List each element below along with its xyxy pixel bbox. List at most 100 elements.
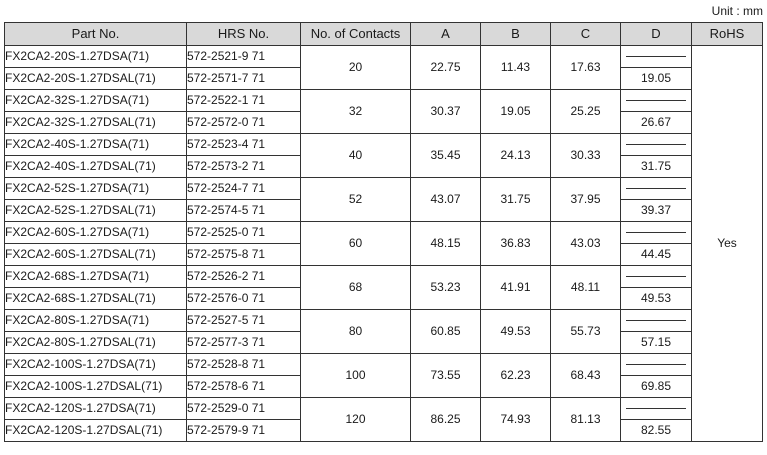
dash-line	[626, 188, 686, 190]
dim-d-cell: 31.75	[620, 155, 692, 178]
dim-c-cell: 48.11	[550, 265, 621, 310]
dash-line	[626, 100, 686, 102]
dim-d-cell: 69.85	[620, 375, 692, 398]
dim-a-cell: 30.37	[410, 89, 481, 134]
table-row: FX2CA2-68S-1.27DSA(71) 572-2526-2 71 68 53.…	[4, 265, 763, 310]
header-rohs: RoHS	[691, 22, 763, 46]
dim-b-cell: 11.43	[480, 45, 551, 90]
part-no-cell: FX2CA2-20S-1.27DSAL(71)	[4, 67, 187, 90]
dim-d-empty-cell	[620, 309, 692, 332]
table-row: FX2CA2-100S-1.27DSAL(71) 572-2578-6 71 69.…	[4, 375, 763, 398]
dash-line	[626, 232, 686, 234]
table-row: FX2CA2-52S-1.27DSA(71) 572-2524-7 71 52 43.…	[4, 177, 763, 222]
dim-b-cell: 31.75	[480, 177, 551, 222]
table-row: FX2CA2-80S-1.27DSAL(71) 572-2577-3 71 57.1…	[4, 331, 763, 354]
part-no-cell: FX2CA2-120S-1.27DSAL(71)	[4, 419, 187, 442]
dim-d-cell: 49.53	[620, 287, 692, 310]
part-no-cell: FX2CA2-20S-1.27DSA(71)	[4, 45, 187, 68]
dim-a-cell: 43.07	[410, 177, 481, 222]
hrs-no-cell: 572-2576-0 71	[186, 287, 301, 310]
dash-line	[626, 364, 686, 366]
dim-d-empty-cell	[620, 397, 692, 420]
dim-d-empty-cell	[620, 353, 692, 376]
part-no-cell: FX2CA2-60S-1.27DSA(71)	[4, 221, 187, 244]
dim-a-cell: 73.55	[410, 353, 481, 398]
dim-d-cell: 26.67	[620, 111, 692, 134]
unit-label: Unit : mm	[711, 4, 763, 18]
hrs-no-cell: 572-2579-9 71	[186, 419, 301, 442]
part-no-cell: FX2CA2-32S-1.27DSAL(71)	[4, 111, 187, 134]
table-row: FX2CA2-20S-1.27DSA(71) 572-2521-9 71 20 22.…	[4, 45, 763, 442]
contacts-cell: 100	[300, 353, 411, 398]
dim-d-cell: 57.15	[620, 331, 692, 354]
dim-a-cell: 86.25	[410, 397, 481, 442]
dim-a-cell: 35.45	[410, 133, 481, 178]
hrs-no-cell: 572-2573-2 71	[186, 155, 301, 178]
dim-a-cell: 48.15	[410, 221, 481, 266]
hrs-no-cell: 572-2572-0 71	[186, 111, 301, 134]
dim-a-cell: 22.75	[410, 45, 481, 90]
part-no-cell: FX2CA2-32S-1.27DSA(71)	[4, 89, 187, 112]
dim-b-cell: 62.23	[480, 353, 551, 398]
part-no-cell: FX2CA2-60S-1.27DSAL(71)	[4, 243, 187, 266]
header-b: B	[480, 22, 551, 46]
hrs-no-cell: 572-2575-8 71	[186, 243, 301, 266]
part-no-cell: FX2CA2-52S-1.27DSAL(71)	[4, 199, 187, 222]
contacts-cell: 60	[300, 221, 411, 266]
dim-c-cell: 81.13	[550, 397, 621, 442]
dim-c-cell: 25.25	[550, 89, 621, 134]
dash-line	[626, 144, 686, 146]
table-row: FX2CA2-40S-1.27DSA(71) 572-2523-4 71 40 35.…	[4, 133, 763, 178]
dim-c-cell: 55.73	[550, 309, 621, 354]
part-no-cell: FX2CA2-68S-1.27DSA(71)	[4, 265, 187, 288]
part-no-cell: FX2CA2-80S-1.27DSAL(71)	[4, 331, 187, 354]
table-row: FX2CA2-100S-1.27DSA(71) 572-2528-8 71 100 7…	[4, 353, 763, 398]
contacts-cell: 20	[300, 45, 411, 90]
header-hrs-no: HRS No.	[186, 22, 301, 46]
table-row: FX2CA2-80S-1.27DSA(71) 572-2527-5 71 80 60.…	[4, 309, 763, 354]
dim-a-cell: 60.85	[410, 309, 481, 354]
rohs-cell: Yes	[691, 45, 763, 442]
dim-d-empty-cell	[620, 177, 692, 200]
contacts-cell: 120	[300, 397, 411, 442]
table-row: FX2CA2-60S-1.27DSAL(71) 572-2575-8 71 44.4…	[4, 243, 763, 266]
part-no-cell: FX2CA2-100S-1.27DSAL(71)	[4, 375, 187, 398]
contacts-cell: 52	[300, 177, 411, 222]
dim-d-empty-cell	[620, 133, 692, 156]
dash-line	[626, 56, 686, 58]
contacts-cell: 68	[300, 265, 411, 310]
header-a: A	[410, 22, 481, 46]
dim-b-cell: 49.53	[480, 309, 551, 354]
hrs-no-cell: 572-2527-5 71	[186, 309, 301, 332]
part-no-cell: FX2CA2-120S-1.27DSA(71)	[4, 397, 187, 420]
dim-d-cell: 39.37	[620, 199, 692, 222]
table-row: FX2CA2-120S-1.27DSA(71) 572-2529-0 71 120 8…	[4, 397, 763, 442]
header-part-no: Part No.	[4, 22, 187, 46]
dim-c-cell: 17.63	[550, 45, 621, 90]
table-row: FX2CA2-120S-1.27DSAL(71) 572-2579-9 71 82.…	[4, 419, 763, 442]
dim-d-empty-cell	[620, 89, 692, 112]
header-c: C	[550, 22, 621, 46]
dash-line	[626, 408, 686, 410]
part-no-cell: FX2CA2-80S-1.27DSA(71)	[4, 309, 187, 332]
dash-line	[626, 276, 686, 278]
dim-a-cell: 53.23	[410, 265, 481, 310]
contacts-cell: 80	[300, 309, 411, 354]
table-row: FX2CA2-60S-1.27DSA(71) 572-2525-0 71 60 48.…	[4, 221, 763, 266]
hrs-no-cell: 572-2523-4 71	[186, 133, 301, 156]
header-row: Part No. HRS No. No. of Contacts A B C D…	[4, 22, 763, 46]
contacts-cell: 32	[300, 89, 411, 134]
dim-b-cell: 74.93	[480, 397, 551, 442]
table-row: FX2CA2-32S-1.27DSAL(71) 572-2572-0 71 26.6…	[4, 111, 763, 134]
hrs-no-cell: 572-2524-7 71	[186, 177, 301, 200]
part-no-cell: FX2CA2-100S-1.27DSA(71)	[4, 353, 187, 376]
dash-line	[626, 320, 686, 322]
hrs-no-cell: 572-2526-2 71	[186, 265, 301, 288]
dim-c-cell: 43.03	[550, 221, 621, 266]
hrs-no-cell: 572-2529-0 71	[186, 397, 301, 420]
dim-b-cell: 36.83	[480, 221, 551, 266]
dim-d-empty-cell	[620, 265, 692, 288]
spec-table: Part No. HRS No. No. of Contacts A B C D…	[4, 22, 763, 442]
table-row: FX2CA2-20S-1.27DSAL(71) 572-2571-7 71 19.0…	[4, 67, 763, 90]
hrs-no-cell: 572-2521-9 71	[186, 45, 301, 68]
